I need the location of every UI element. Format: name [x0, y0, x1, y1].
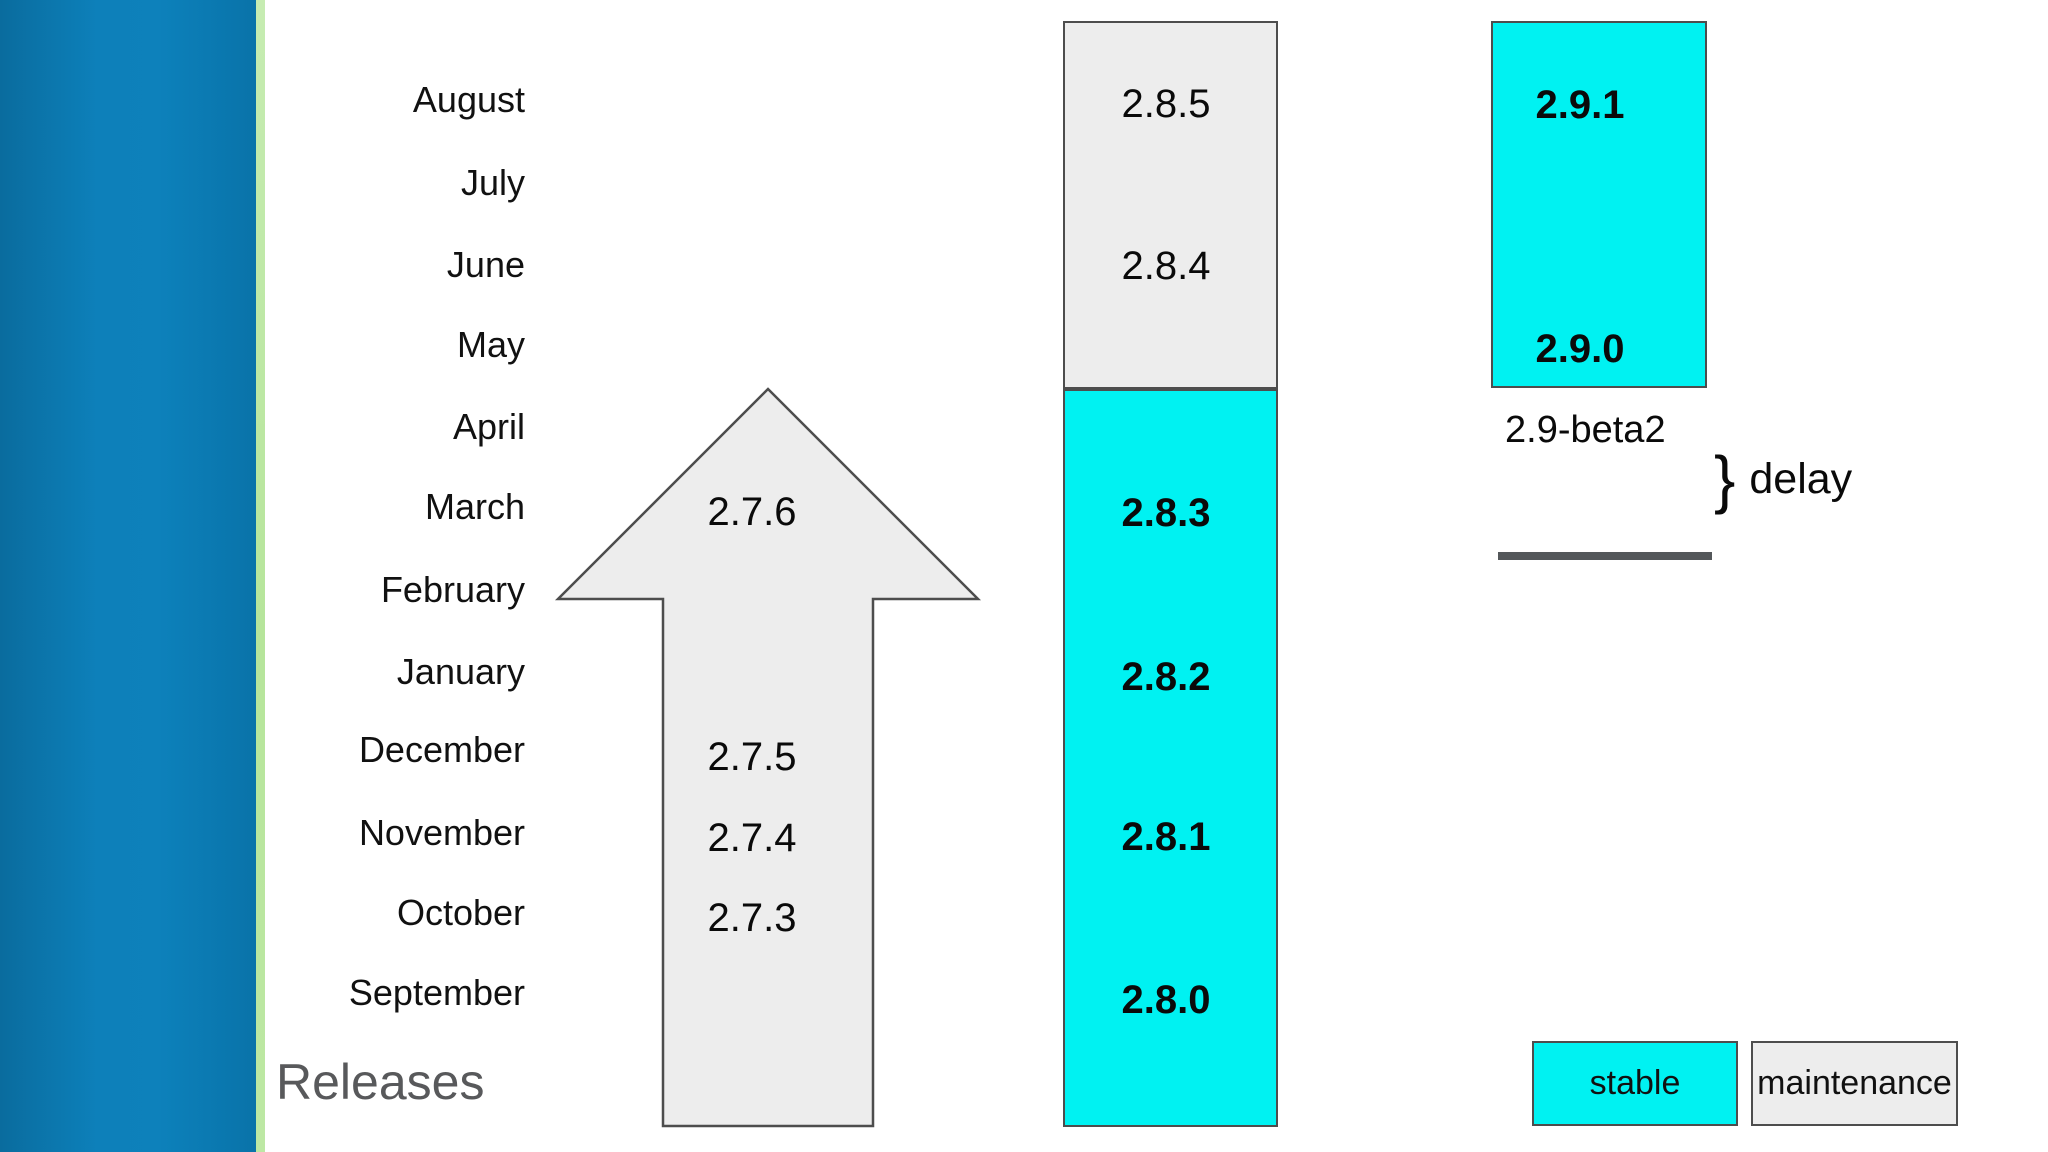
bar-version-label: 2.8.3 [1121, 491, 1211, 535]
legend-stable: stable [1532, 1041, 1738, 1126]
bar-version-label: 2.8.2 [1121, 655, 1211, 699]
box-version-label: 2.9.0 [1535, 327, 1625, 371]
sidebar-accent-line [256, 0, 265, 1152]
month-label-february: February [380, 569, 525, 610]
release-29-stable-box [1491, 21, 1707, 388]
bar-version-label: 2.8.1 [1121, 815, 1211, 859]
month-label-october: October [396, 892, 525, 933]
delay-brace: } [1714, 443, 1736, 515]
month-label-september: September [348, 972, 525, 1013]
legend-maintenance: maintenance [1751, 1041, 1958, 1126]
month-label-july: July [460, 162, 525, 203]
month-label-april: April [452, 406, 525, 447]
legend-maintenance-label: maintenance [1757, 1064, 1952, 1102]
maintenance-arrow-shape [554, 387, 982, 1128]
delay-divider-line [1498, 552, 1712, 560]
release-28-maintenance-box [1063, 21, 1278, 389]
bar-version-label: 2.8.4 [1121, 244, 1211, 288]
arrow-version-label: 2.7.3 [707, 896, 797, 940]
month-label-march: March [424, 486, 525, 527]
month-label-january: January [396, 651, 525, 692]
delay-annotation: } delay [1714, 433, 1852, 525]
month-label-may: May [456, 324, 525, 365]
month-label-december: December [358, 729, 525, 770]
month-label-june: June [446, 244, 525, 285]
month-label-august: August [412, 79, 525, 120]
arrow-version-label: 2.7.6 [707, 490, 797, 534]
arrow-version-label: 2.7.4 [707, 816, 797, 860]
slide-title: Releases [276, 1054, 485, 1110]
delay-label: delay [1749, 454, 1853, 503]
bar-version-label: 2.8.0 [1121, 978, 1211, 1022]
month-label-november: November [358, 812, 525, 853]
release-28-stable-box [1063, 389, 1278, 1127]
box-version-label: 2.9.1 [1535, 83, 1625, 127]
bar-version-label: 2.8.5 [1121, 82, 1211, 126]
beta-version-label: 2.9-beta2 [1505, 409, 1666, 451]
legend-stable-label: stable [1589, 1064, 1681, 1102]
arrow-version-label: 2.7.5 [707, 735, 797, 779]
sidebar-accent-bar [0, 0, 256, 1152]
maintenance-arrow [554, 387, 982, 1128]
